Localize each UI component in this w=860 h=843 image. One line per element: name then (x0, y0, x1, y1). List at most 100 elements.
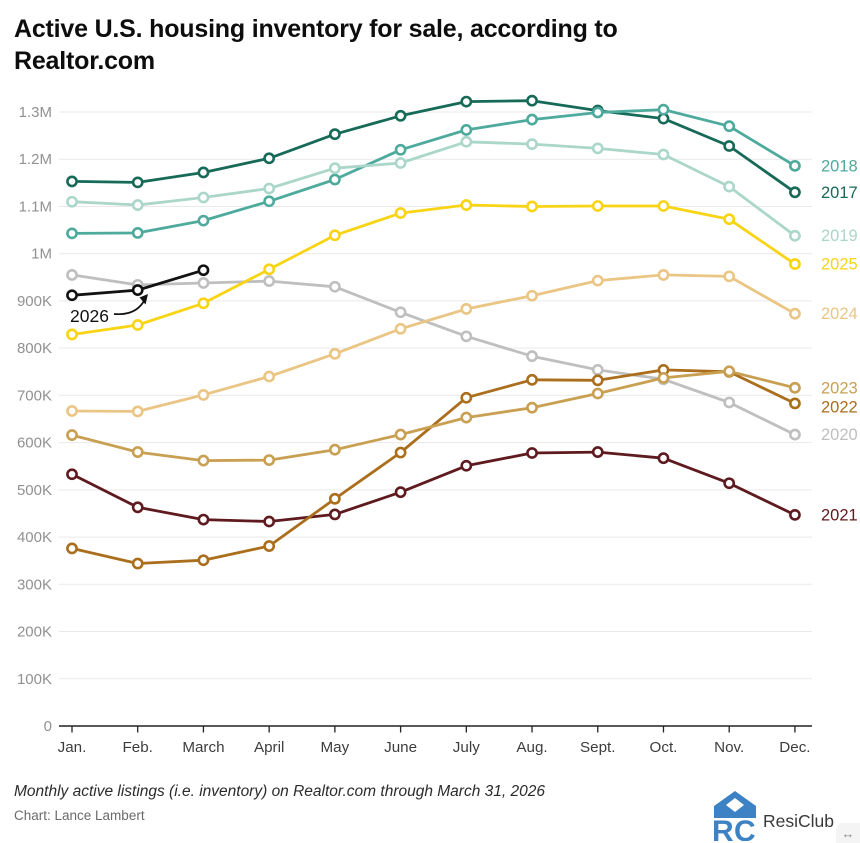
data-point-2019 (197, 191, 210, 204)
y-axis-tick-label: 700K (17, 387, 52, 404)
data-point-2017 (460, 95, 473, 108)
data-point-2024 (789, 307, 801, 320)
data-point-2025 (131, 319, 144, 331)
data-point-2019 (657, 148, 670, 161)
data-point-2024 (723, 270, 736, 283)
y-axis-tick-label: 900K (17, 293, 52, 310)
data-point-2020 (591, 363, 604, 376)
data-point-2017 (526, 94, 538, 107)
annotation-2026-label: 2026 (70, 306, 109, 326)
annotation-2026-arrowhead (139, 294, 148, 305)
data-point-2023 (591, 387, 604, 400)
y-axis-tick-label: 100K (17, 671, 52, 688)
svg-text:R: R (714, 815, 734, 841)
data-point-2025 (394, 207, 407, 219)
data-point-2024 (460, 303, 473, 315)
x-axis-month-label: Jan. (58, 739, 87, 756)
data-point-2020 (263, 275, 276, 287)
data-point-2023 (789, 381, 801, 394)
data-point-2021 (394, 486, 407, 499)
data-point-2021 (526, 447, 538, 459)
data-point-2017 (66, 175, 78, 188)
x-axis-month-label: Nov. (714, 739, 744, 756)
data-point-2021 (591, 446, 604, 458)
series-line-2021 (70, 450, 797, 523)
x-axis-month-label: April (254, 739, 284, 756)
data-point-2018 (723, 120, 736, 133)
data-point-2021 (789, 508, 801, 521)
data-point-2022 (526, 373, 538, 386)
year-label-2017: 2017 (821, 184, 858, 202)
chart-title-line2: Realtor.com (14, 46, 155, 75)
data-point-2020 (460, 330, 473, 343)
data-point-2020 (394, 306, 407, 319)
y-axis-tick-label: 1.1M (19, 198, 52, 215)
data-point-2021 (328, 508, 341, 521)
x-axis-month-label: May (321, 739, 350, 756)
x-axis-month-label: Oct. (650, 739, 678, 756)
data-point-2025 (460, 199, 473, 211)
data-point-2024 (197, 389, 210, 401)
svg-text:C: C (734, 815, 756, 841)
data-point-2025 (263, 263, 276, 276)
data-point-2019 (526, 138, 538, 151)
data-point-2019 (394, 157, 407, 169)
data-point-2019 (328, 162, 341, 175)
data-point-2020 (66, 269, 78, 281)
year-label-2022: 2022 (821, 398, 858, 416)
data-point-2018 (394, 143, 407, 156)
data-point-2019 (460, 135, 473, 148)
data-point-2018 (131, 227, 144, 239)
data-point-2025 (789, 258, 801, 270)
data-point-2024 (263, 370, 276, 383)
data-point-2022 (263, 540, 276, 552)
year-label-2023: 2023 (821, 379, 858, 397)
y-axis-tick-label: 200K (17, 624, 52, 641)
resiclub-logo-icon: R C (714, 791, 756, 841)
data-point-2020 (328, 280, 341, 293)
y-axis-tick-label: 1.2M (19, 151, 52, 168)
data-point-2018 (526, 113, 538, 126)
year-label-2020: 2020 (821, 426, 858, 444)
series-line-2025 (70, 203, 797, 336)
data-point-2023 (723, 365, 736, 378)
data-point-2021 (66, 468, 78, 481)
y-axis-tick-label: 1.3M (19, 104, 52, 121)
data-point-2022 (197, 554, 210, 567)
data-point-2019 (723, 180, 736, 193)
resiclub-logo-text: ResiClub (763, 811, 834, 831)
x-axis-month-label: June (384, 739, 417, 756)
data-point-2023 (328, 443, 341, 456)
data-point-2024 (66, 405, 78, 417)
x-axis-month-label: March (182, 739, 224, 756)
data-point-2019 (131, 199, 144, 211)
data-point-2018 (591, 106, 604, 119)
data-point-2024 (394, 322, 407, 335)
data-point-2022 (66, 542, 78, 555)
data-point-2018 (66, 227, 78, 240)
y-axis-tick-label: 400K (17, 529, 52, 546)
series-line-2017 (70, 99, 797, 194)
data-point-2017 (723, 140, 736, 152)
data-point-2024 (328, 347, 341, 360)
y-axis-tick-label: 600K (17, 435, 52, 452)
data-point-2022 (460, 391, 473, 404)
data-point-2024 (657, 269, 670, 281)
data-point-2022 (394, 446, 407, 459)
data-point-2017 (394, 109, 407, 122)
data-point-2024 (591, 274, 604, 287)
data-point-2018 (197, 214, 210, 227)
y-axis-tick-label: 1M (31, 246, 52, 263)
year-label-2019: 2019 (821, 227, 858, 245)
data-point-2021 (657, 452, 670, 465)
data-point-2019 (66, 195, 78, 208)
series-line-2020 (70, 273, 797, 436)
data-point-2021 (723, 477, 736, 490)
resiclub-logo: R C ResiClub (714, 791, 834, 841)
expand-icon[interactable]: ↔ (836, 823, 860, 843)
data-point-2025 (328, 229, 341, 242)
data-point-2018 (460, 124, 473, 136)
data-point-2025 (723, 213, 736, 226)
data-point-2023 (657, 372, 670, 384)
